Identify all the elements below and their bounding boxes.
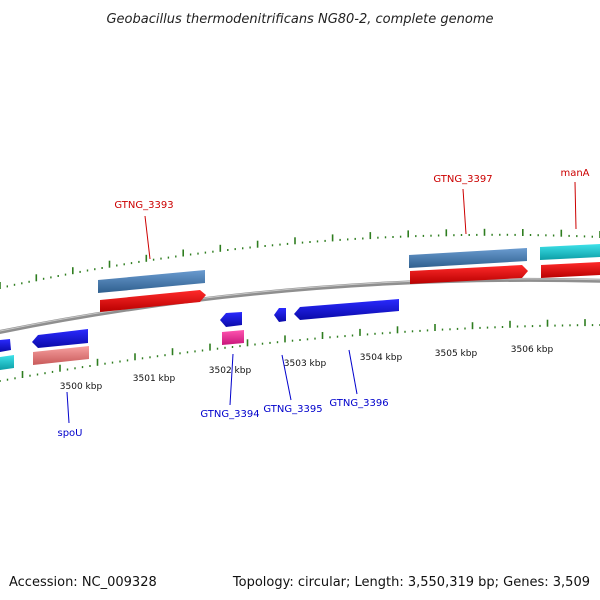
gene-label-gtng-3393[interactable]: GTNG_3393 (114, 200, 173, 211)
cds-arrow-mana[interactable] (541, 262, 600, 278)
leader-mana (574, 181, 577, 230)
genome-summary-text: Topology: circular; Length: 3,550,319 bp… (232, 575, 590, 590)
cds-arrow-gtng-3397[interactable] (410, 265, 528, 284)
reverse-genes (0, 299, 399, 370)
leader-gtng-3393 (144, 215, 151, 260)
scale-label-3504: 3504 kbp (360, 353, 403, 363)
cds-arrow-gtng-3395[interactable] (274, 308, 286, 322)
leader-gtng-3396 (348, 349, 358, 395)
gene-bar-gtng-3397[interactable] (409, 248, 527, 268)
scale-label-3505: 3505 kbp (435, 349, 478, 359)
gene-bar-spou[interactable] (33, 346, 89, 365)
rna-bar-left-edge[interactable] (0, 355, 14, 370)
scale-label-3506: 3506 kbp (511, 345, 554, 355)
gene-bar-gtng-3393[interactable] (98, 270, 205, 293)
accession-text: Accession: NC_009328 (9, 575, 157, 590)
scale-label-3500: 3500 kbp (60, 382, 103, 392)
gene-label-gtng-3394[interactable]: GTNG_3394 (200, 409, 259, 420)
cds-arrow-gtng-3396[interactable] (294, 299, 399, 320)
map-title: Geobacillus thermodenitrificans NG80-2, … (106, 12, 493, 27)
cds-arrow-gtng-3393[interactable] (100, 290, 206, 312)
forward-genes (98, 244, 600, 312)
leader-gtng-3395 (281, 354, 292, 401)
gene-label-mana[interactable]: manA (560, 168, 589, 179)
leader-gtng-3397 (462, 188, 467, 235)
scale-label-3503: 3503 kbp (284, 359, 327, 369)
leader-gtng-3394 (229, 353, 234, 406)
gene-label-gtng-3397[interactable]: GTNG_3397 (433, 174, 492, 185)
cds-arrow-spou[interactable] (32, 329, 88, 348)
inner-tick-ring (0, 319, 600, 382)
cds-arrow-left-edge[interactable] (0, 339, 11, 352)
gene-bar-gtng-3394[interactable] (222, 330, 244, 345)
label-leaders (66, 181, 577, 424)
genome-backbone-highlight (0, 278, 600, 332)
leader-spou (66, 391, 70, 424)
genome-backbone (0, 277, 600, 335)
gene-bar-mana[interactable] (540, 244, 600, 260)
outer-tick-ring (0, 228, 600, 289)
cds-arrow-gtng-3394[interactable] (220, 312, 242, 327)
gene-label-gtng-3395[interactable]: GTNG_3395 (263, 404, 322, 415)
gene-label-spou[interactable]: spoU (58, 428, 83, 439)
scale-label-3502: 3502 kbp (209, 366, 252, 376)
scale-label-3501: 3501 kbp (133, 374, 176, 384)
gene-label-gtng-3396[interactable]: GTNG_3396 (329, 398, 388, 409)
